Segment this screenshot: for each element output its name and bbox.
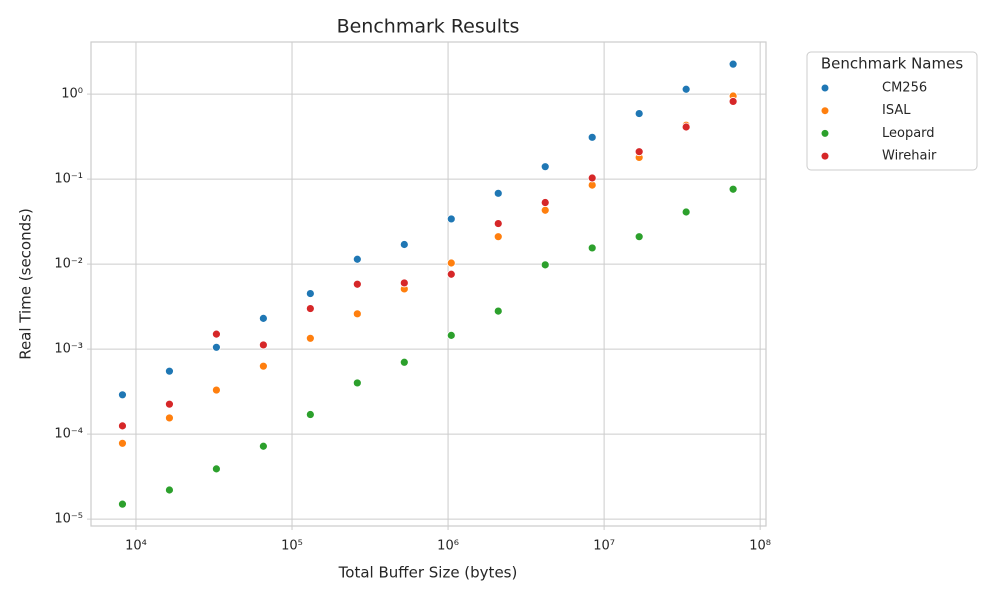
legend: Benchmark Names CM256 ISAL Leopard Wirehair [806,51,978,171]
point [352,254,362,264]
point [212,385,221,395]
point [165,485,174,495]
point [587,132,597,142]
point [165,366,174,376]
point [258,361,268,371]
point [352,279,362,289]
y-tick-label: 10⁰ [61,87,83,102]
legend-title: Benchmark Names [821,55,963,73]
x-tick-label: 10⁷ [593,539,615,554]
point [305,410,315,419]
point [493,188,503,198]
point [540,205,550,215]
point [634,147,644,157]
point [681,84,691,94]
point [258,313,268,323]
point [681,207,691,217]
point [352,309,362,319]
legend-marker [821,107,829,115]
point [212,342,221,352]
point [165,413,174,423]
point [540,260,550,270]
point [728,97,738,106]
y-tick-label: 10⁻² [54,257,83,272]
plot-frame [90,41,767,527]
point [212,329,221,339]
point [118,438,127,448]
legend-marker [821,152,829,160]
y-tick-label: 10⁻³ [54,342,83,357]
x-tick-label: 10⁵ [281,539,303,554]
point [493,306,503,316]
point [728,184,738,194]
point [258,441,268,451]
point [446,269,456,279]
legend-box [806,51,978,171]
point [352,378,362,388]
point [118,499,127,509]
legend-marker [821,84,829,92]
point [305,333,315,343]
point [587,243,597,253]
y-tick-label: 10⁻⁵ [54,512,83,527]
legend-label: Leopard [882,126,935,141]
point [681,122,691,132]
point [118,390,127,400]
point [540,198,550,207]
x-tick-label: 10⁶ [437,539,459,554]
y-axis-label: Real Time (seconds) [17,208,35,360]
point [446,214,456,224]
point [399,278,409,288]
point [728,59,738,69]
point [634,232,644,242]
legend-label: CM256 [882,81,927,96]
point [446,258,456,268]
point [634,109,644,118]
x-axis-label: Total Buffer Size (bytes) [338,564,518,582]
y-tick-label: 10⁻¹ [54,172,83,187]
point [493,219,503,228]
chart-title: Benchmark Results [337,16,520,38]
point [118,421,127,431]
point [165,399,174,409]
point [446,330,456,340]
legend-label: Wirehair [882,149,937,164]
legend-marker [821,129,829,137]
x-tick-label: 10⁸ [749,539,771,554]
point [305,304,315,313]
point [399,357,409,367]
legend-label: ISAL [882,103,911,118]
point [587,173,597,183]
point [305,289,315,298]
x-tick-label: 10⁴ [125,539,147,554]
point [258,340,268,350]
point [540,162,550,172]
point [399,240,409,249]
point [493,232,503,242]
point [212,464,221,474]
y-tick-label: 10⁻⁴ [54,427,83,442]
